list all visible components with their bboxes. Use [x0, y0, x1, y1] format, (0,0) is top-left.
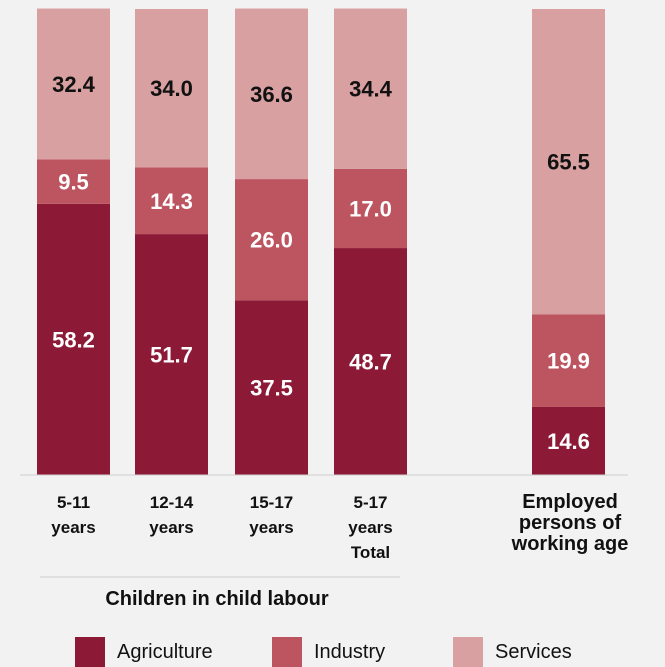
bar-group: 58.2 9.5 32.4 51.7 14.3 34.0 37.5 26.0 36.6 48.7 1…: [37, 8, 605, 475]
bar-services-5: [532, 9, 605, 315]
data-label-industry-5: 19.9: [547, 349, 590, 374]
bar-agriculture-2: [135, 234, 208, 475]
legend-swatch-services: [453, 637, 483, 667]
legend-label-industry: Industry: [314, 640, 386, 663]
data-label-services-2: 34.0: [150, 76, 193, 101]
category-label-5: Employed persons of working age: [511, 491, 629, 555]
bar-agriculture-1: [37, 203, 110, 475]
data-label-industry-4: 17.0: [349, 196, 392, 221]
data-label-services-1: 32.4: [52, 72, 96, 97]
data-label-services-3: 36.6: [250, 82, 293, 107]
bar-industry-3: [235, 179, 308, 301]
data-label-industry-1: 9.5: [58, 170, 89, 195]
data-label-industry-2: 14.3: [150, 189, 193, 214]
data-label-agriculture-3: 37.5: [250, 376, 293, 401]
data-label-services-5: 65.5: [547, 150, 590, 175]
bar-agriculture-4: [334, 248, 407, 475]
category-label-2: 12-14 years: [149, 493, 194, 537]
bar-industry-2: [135, 167, 208, 235]
data-label-agriculture-2: 51.7: [150, 343, 193, 368]
legend-swatch-industry: [272, 637, 302, 667]
bar-agriculture-5: [532, 406, 605, 475]
category-labels: 5-11 years 12-14 years 15-17 years 5-17 years To…: [51, 491, 628, 562]
legend-item-services: Services: [453, 637, 572, 667]
legend-label-agriculture: Agriculture: [117, 640, 213, 663]
bar-services-1: [37, 8, 110, 160]
bar-industry-1: [37, 159, 110, 204]
bar-industry-4: [334, 168, 407, 249]
legend-label-services: Services: [495, 640, 572, 663]
legend-swatch-agriculture: [75, 637, 105, 667]
legend: Agriculture Industry Services: [0, 637, 665, 667]
data-label-agriculture-5: 14.6: [547, 429, 590, 454]
bar-services-2: [135, 9, 208, 168]
bar-services-4: [334, 8, 407, 169]
data-label-industry-3: 26.0: [250, 228, 293, 253]
group-label: Children in child labour: [105, 588, 329, 610]
legend-item-industry: Industry: [272, 637, 385, 667]
bar-agriculture-3: [235, 300, 308, 475]
category-label-1: 5-11 years: [51, 493, 95, 537]
category-label-4: 5-17 years Total: [348, 493, 392, 562]
category-label-3: 15-17 years: [249, 493, 293, 537]
bar-services-3: [235, 8, 308, 180]
data-label-services-4: 34.4: [349, 77, 393, 102]
legend-item-agriculture: Agriculture: [75, 637, 213, 667]
bar-industry-5: [532, 314, 605, 407]
data-label-agriculture-1: 58.2: [52, 327, 95, 352]
data-label-agriculture-4: 48.7: [349, 350, 392, 375]
